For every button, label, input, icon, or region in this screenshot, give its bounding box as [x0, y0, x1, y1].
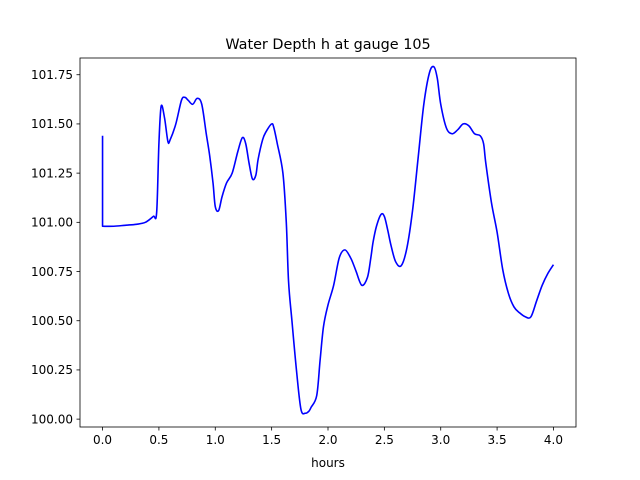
y-tick-label: 100.25 [31, 363, 73, 377]
x-tick-label: 1.0 [206, 433, 225, 447]
x-axis: 0.0 0.5 1.0 1.5 2.0 2.5 3.0 3.5 4.0 [93, 427, 563, 447]
x-axis-label: hours [311, 456, 345, 470]
x-tick-label: 0.0 [93, 433, 112, 447]
x-tick-label: 0.5 [149, 433, 168, 447]
y-tick-label: 101.75 [31, 68, 73, 82]
y-tick-label: 101.00 [31, 216, 73, 230]
chart-title: Water Depth h at gauge 105 [225, 37, 430, 53]
x-tick-label: 3.5 [488, 433, 507, 447]
x-tick-label: 1.5 [262, 433, 281, 447]
x-tick-label: 2.5 [375, 433, 394, 447]
y-tick-label: 100.00 [31, 412, 73, 426]
series-line-0 [101, 65, 555, 415]
x-tick-label: 2.0 [318, 433, 337, 447]
y-tick-label: 101.50 [31, 117, 73, 131]
x-tick-label: 4.0 [544, 433, 563, 447]
plot-layer [101, 65, 555, 415]
y-axis: 100.00 100.25 100.50 100.75 101.00 101.25 101.… [31, 68, 80, 426]
x-tick-label: 3.0 [431, 433, 450, 447]
y-tick-label: 100.50 [31, 314, 73, 328]
y-tick-label: 100.75 [31, 265, 73, 279]
y-tick-label: 101.25 [31, 166, 73, 180]
